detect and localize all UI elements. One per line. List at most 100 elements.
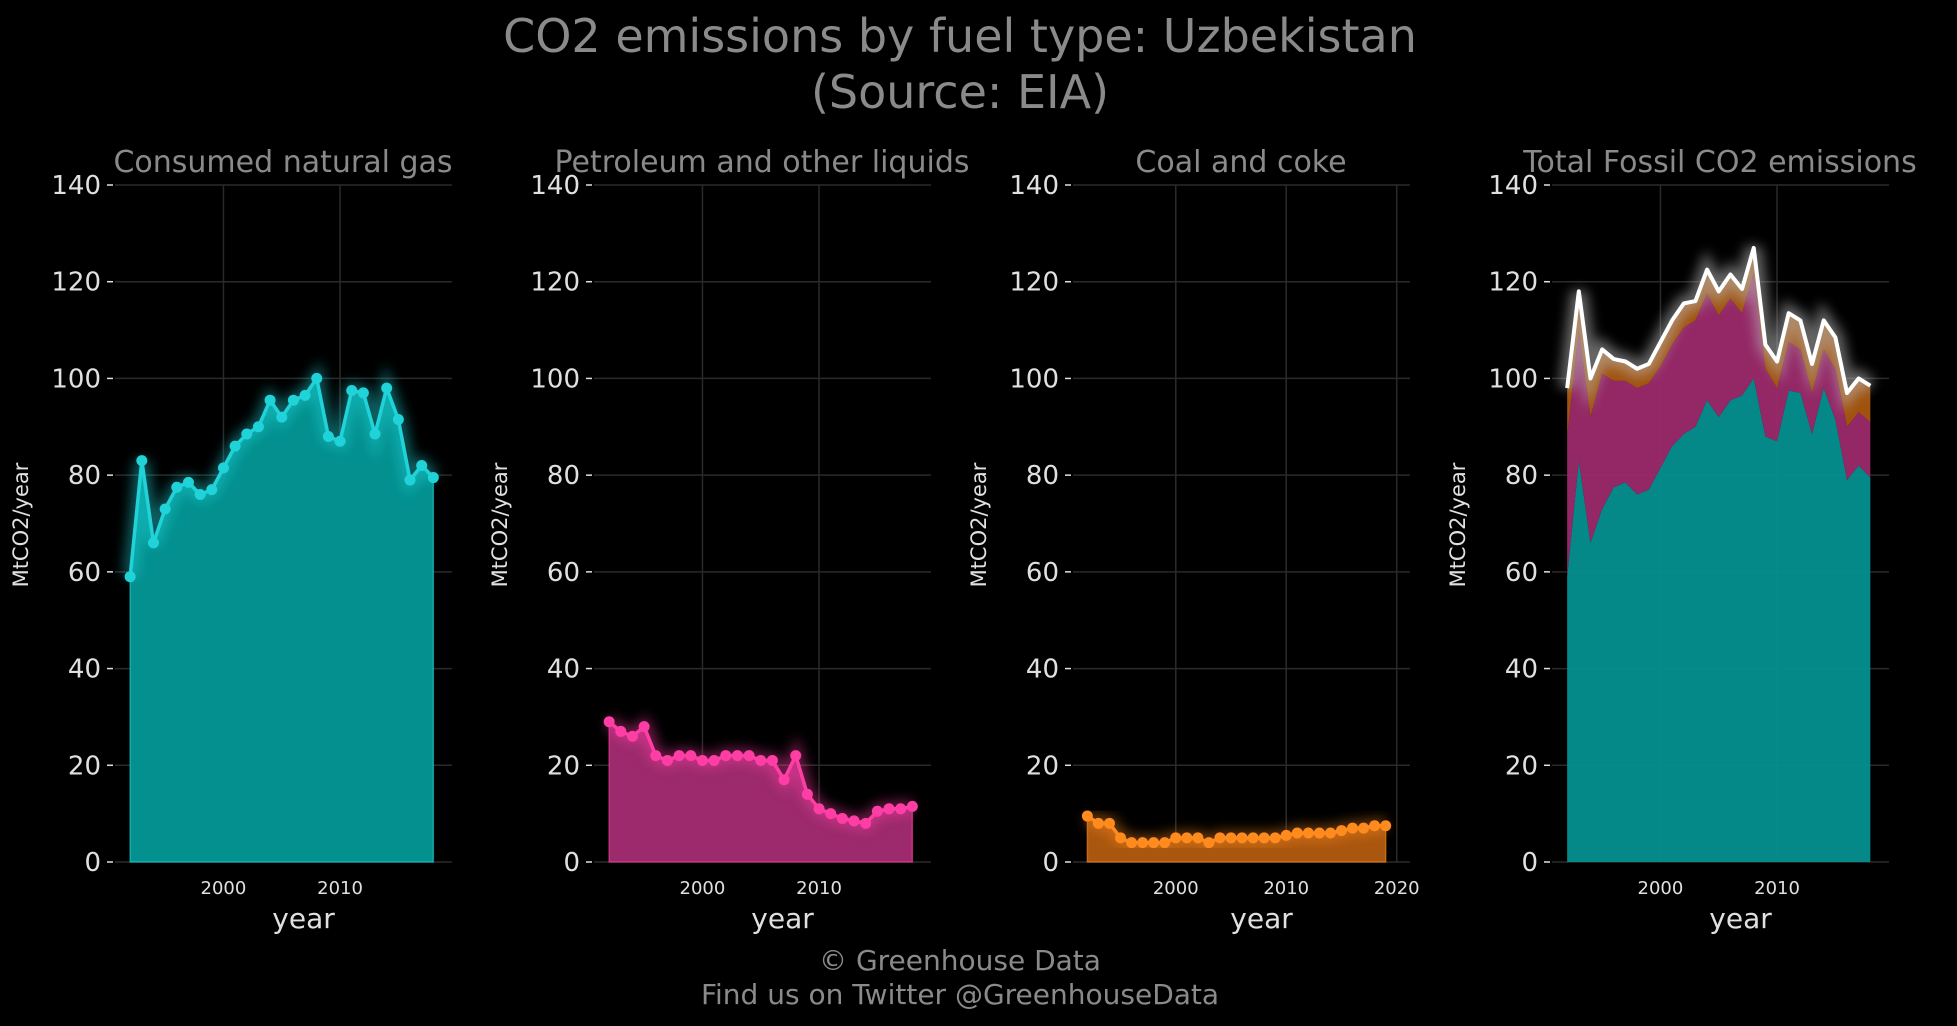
stack-area-petroleum <box>1567 272 1871 577</box>
chart-title-line1: CO2 emissions by fuel type: Uzbekistan <box>503 9 1417 63</box>
data-point <box>1092 817 1104 829</box>
y-tick-label: 100 <box>1009 364 1059 394</box>
y-tick-label: 100 <box>530 364 580 394</box>
data-point <box>1181 832 1193 844</box>
data-point <box>1324 827 1336 839</box>
data-point <box>206 484 218 496</box>
data-point <box>1347 822 1359 834</box>
y-tick-label: 0 <box>563 848 580 878</box>
x-tick-label: 2010 <box>1754 878 1800 899</box>
data-point <box>720 750 732 762</box>
panel-title: Petroleum and other liquids <box>554 145 969 180</box>
data-point <box>1247 832 1259 844</box>
data-point <box>416 459 428 471</box>
data-point <box>1225 832 1237 844</box>
y-tick-label: 0 <box>1042 848 1059 878</box>
data-point <box>1302 827 1314 839</box>
data-point <box>124 571 136 583</box>
data-point <box>1258 832 1270 844</box>
data-point <box>871 805 883 817</box>
data-point <box>159 503 171 515</box>
chart-title: CO2 emissions by fuel type: Uzbekistan (… <box>0 8 1920 120</box>
data-point <box>357 387 369 399</box>
data-point <box>650 750 662 762</box>
y-tick-label: 120 <box>1009 268 1059 298</box>
panel-title: Consumed natural gas <box>113 145 452 180</box>
x-axis-label: year <box>272 902 335 935</box>
data-point <box>626 730 638 742</box>
total-line <box>1565 245 1872 395</box>
y-axis-label: MtCO2/year <box>1446 462 1470 587</box>
x-tick-label: 2010 <box>1263 878 1309 899</box>
y-tick-label: 20 <box>68 751 101 781</box>
data-point <box>1214 832 1226 844</box>
data-point <box>731 750 743 762</box>
y-axis-label: MtCO2/year <box>9 462 33 587</box>
y-tick-label: 100 <box>51 364 101 394</box>
data-point <box>264 394 276 406</box>
data-point <box>1203 837 1215 849</box>
y-tick-label: 80 <box>1026 461 1059 491</box>
data-point <box>381 382 393 394</box>
data-point <box>147 537 159 549</box>
data-point <box>1159 837 1171 849</box>
footer-line1: © Greenhouse Data <box>819 944 1101 977</box>
data-point <box>860 817 872 829</box>
data-point <box>696 754 708 766</box>
data-point <box>1280 829 1292 841</box>
x-axis-label: year <box>1230 902 1293 935</box>
data-point <box>229 440 241 452</box>
y-tick-label: 120 <box>1488 268 1538 298</box>
y-tick-label: 20 <box>1026 751 1059 781</box>
panel-title: Coal and coke <box>1135 145 1346 180</box>
data-point <box>603 716 615 728</box>
panel-2: 0 20 40 60 80 100 120 140 2000 2010 Petroleum and … <box>488 145 970 935</box>
y-tick-label: 140 <box>1009 171 1059 201</box>
data-point <box>1115 832 1127 844</box>
data-point <box>287 394 299 406</box>
y-tick-label: 140 <box>1488 171 1538 201</box>
data-point <box>848 815 860 827</box>
data-point <box>755 754 767 766</box>
panel-title: Total Fossil CO2 emissions <box>1522 145 1916 180</box>
data-point <box>1103 817 1115 829</box>
y-tick-label: 20 <box>547 751 580 781</box>
y-tick-label: 140 <box>530 171 580 201</box>
x-tick-label: 2020 <box>1374 878 1420 899</box>
data-point <box>778 774 790 786</box>
x-tick-label: 2010 <box>796 878 842 899</box>
data-point <box>217 462 229 474</box>
data-point <box>895 803 907 815</box>
data-point <box>1137 837 1149 849</box>
y-tick-label: 60 <box>547 558 580 588</box>
x-tick-label: 2000 <box>201 878 247 899</box>
y-tick-label: 120 <box>530 268 580 298</box>
y-axis-label: MtCO2/year <box>967 462 991 587</box>
data-point <box>194 488 206 500</box>
y-tick-label: 40 <box>547 655 580 685</box>
data-point <box>836 812 848 824</box>
y-tick-label: 100 <box>1488 364 1538 394</box>
data-point <box>685 750 697 762</box>
x-tick-label: 2010 <box>317 878 363 899</box>
data-point <box>299 389 311 401</box>
data-point <box>369 428 381 440</box>
data-point <box>790 750 802 762</box>
data-point <box>825 808 837 820</box>
data-point <box>708 754 720 766</box>
footer-credit: © Greenhouse Data Find us on Twitter @Gr… <box>0 944 1920 1012</box>
data-point <box>1313 827 1325 839</box>
data-point <box>906 800 918 812</box>
series-line <box>1086 814 1386 845</box>
y-axis-label: MtCO2/year <box>488 462 512 587</box>
data-point <box>1081 810 1093 822</box>
data-point <box>661 754 673 766</box>
y-tick-label: 80 <box>1505 461 1538 491</box>
y-tick-label: 60 <box>1026 558 1059 588</box>
data-point <box>638 721 650 733</box>
y-tick-label: 40 <box>1505 655 1538 685</box>
data-point <box>1192 832 1204 844</box>
stack-area-gas <box>1567 378 1871 862</box>
data-point <box>1291 827 1303 839</box>
